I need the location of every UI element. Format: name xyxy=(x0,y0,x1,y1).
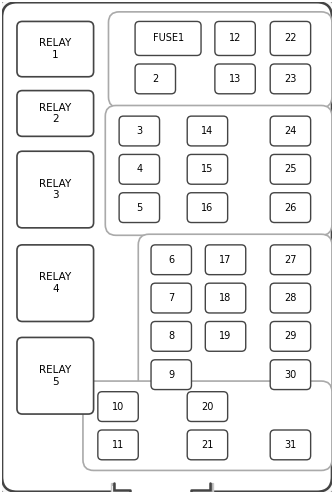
FancyBboxPatch shape xyxy=(119,155,160,184)
FancyBboxPatch shape xyxy=(98,430,138,460)
Text: RELAY
2: RELAY 2 xyxy=(39,103,71,124)
FancyBboxPatch shape xyxy=(215,21,255,55)
FancyBboxPatch shape xyxy=(151,322,191,351)
Bar xyxy=(112,487,212,494)
Text: FUSE1: FUSE1 xyxy=(153,34,184,43)
Text: 26: 26 xyxy=(284,203,297,212)
Text: 3: 3 xyxy=(136,126,142,136)
Text: RELAY
5: RELAY 5 xyxy=(39,365,71,386)
Text: RELAY
1: RELAY 1 xyxy=(39,39,71,60)
FancyBboxPatch shape xyxy=(17,337,94,414)
FancyBboxPatch shape xyxy=(205,283,246,313)
Text: 23: 23 xyxy=(284,74,297,84)
FancyBboxPatch shape xyxy=(17,21,94,77)
Text: 12: 12 xyxy=(229,34,241,43)
FancyBboxPatch shape xyxy=(270,283,311,313)
Text: 18: 18 xyxy=(219,293,232,303)
Text: 22: 22 xyxy=(284,34,297,43)
FancyBboxPatch shape xyxy=(17,151,94,228)
FancyBboxPatch shape xyxy=(270,193,311,222)
FancyBboxPatch shape xyxy=(205,322,246,351)
Text: 17: 17 xyxy=(219,255,232,265)
FancyBboxPatch shape xyxy=(187,155,228,184)
Bar xyxy=(112,487,212,494)
Text: RELAY
4: RELAY 4 xyxy=(39,272,71,294)
FancyBboxPatch shape xyxy=(270,430,311,460)
FancyBboxPatch shape xyxy=(187,193,228,222)
FancyBboxPatch shape xyxy=(270,64,311,94)
Text: 29: 29 xyxy=(284,331,297,341)
Bar xyxy=(112,487,212,494)
Text: 14: 14 xyxy=(201,126,213,136)
Text: 16: 16 xyxy=(201,203,213,212)
Text: 4: 4 xyxy=(136,165,142,174)
FancyBboxPatch shape xyxy=(215,64,255,94)
FancyBboxPatch shape xyxy=(270,360,311,390)
Text: 28: 28 xyxy=(284,293,297,303)
FancyBboxPatch shape xyxy=(187,430,228,460)
FancyBboxPatch shape xyxy=(187,392,228,421)
Bar xyxy=(112,487,212,494)
Text: 6: 6 xyxy=(168,255,174,265)
FancyBboxPatch shape xyxy=(138,234,332,402)
Text: 30: 30 xyxy=(284,370,297,380)
Text: 15: 15 xyxy=(201,165,214,174)
FancyBboxPatch shape xyxy=(135,64,175,94)
FancyBboxPatch shape xyxy=(119,116,160,146)
FancyBboxPatch shape xyxy=(270,155,311,184)
FancyBboxPatch shape xyxy=(270,21,311,55)
FancyBboxPatch shape xyxy=(151,360,191,390)
Text: 31: 31 xyxy=(284,440,297,450)
Text: 27: 27 xyxy=(284,255,297,265)
Text: 20: 20 xyxy=(201,402,214,412)
Text: 13: 13 xyxy=(229,74,241,84)
Text: 5: 5 xyxy=(136,203,143,212)
FancyBboxPatch shape xyxy=(270,322,311,351)
Text: 2: 2 xyxy=(152,74,158,84)
FancyBboxPatch shape xyxy=(151,245,191,275)
Text: 24: 24 xyxy=(284,126,297,136)
FancyBboxPatch shape xyxy=(17,90,94,136)
FancyBboxPatch shape xyxy=(17,245,94,322)
Text: 19: 19 xyxy=(219,331,232,341)
Text: 25: 25 xyxy=(284,165,297,174)
FancyBboxPatch shape xyxy=(98,392,138,421)
FancyBboxPatch shape xyxy=(119,193,160,222)
Text: 11: 11 xyxy=(112,440,124,450)
FancyBboxPatch shape xyxy=(187,116,228,146)
FancyBboxPatch shape xyxy=(109,12,332,108)
Text: 7: 7 xyxy=(168,293,174,303)
Text: 9: 9 xyxy=(168,370,174,380)
FancyBboxPatch shape xyxy=(205,245,246,275)
FancyBboxPatch shape xyxy=(270,116,311,146)
Text: 21: 21 xyxy=(201,440,214,450)
FancyBboxPatch shape xyxy=(105,106,332,235)
FancyBboxPatch shape xyxy=(83,381,332,470)
FancyBboxPatch shape xyxy=(270,245,311,275)
FancyBboxPatch shape xyxy=(151,283,191,313)
FancyBboxPatch shape xyxy=(135,21,201,55)
Text: RELAY
3: RELAY 3 xyxy=(39,179,71,201)
Text: 10: 10 xyxy=(112,402,124,412)
Text: 8: 8 xyxy=(168,331,174,341)
